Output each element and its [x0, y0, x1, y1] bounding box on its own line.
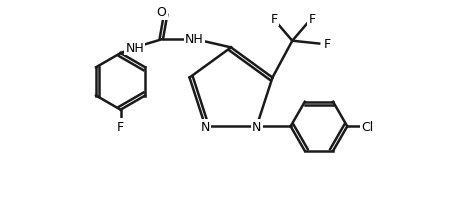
Text: F: F	[323, 38, 331, 51]
Text: O: O	[157, 6, 167, 19]
Text: NH: NH	[125, 42, 144, 55]
Text: Cl: Cl	[361, 120, 374, 133]
Text: F: F	[309, 12, 316, 25]
Text: N: N	[252, 120, 261, 133]
Text: NH: NH	[185, 33, 204, 46]
Text: N: N	[201, 120, 210, 133]
Text: F: F	[117, 120, 124, 133]
Text: F: F	[270, 12, 278, 25]
